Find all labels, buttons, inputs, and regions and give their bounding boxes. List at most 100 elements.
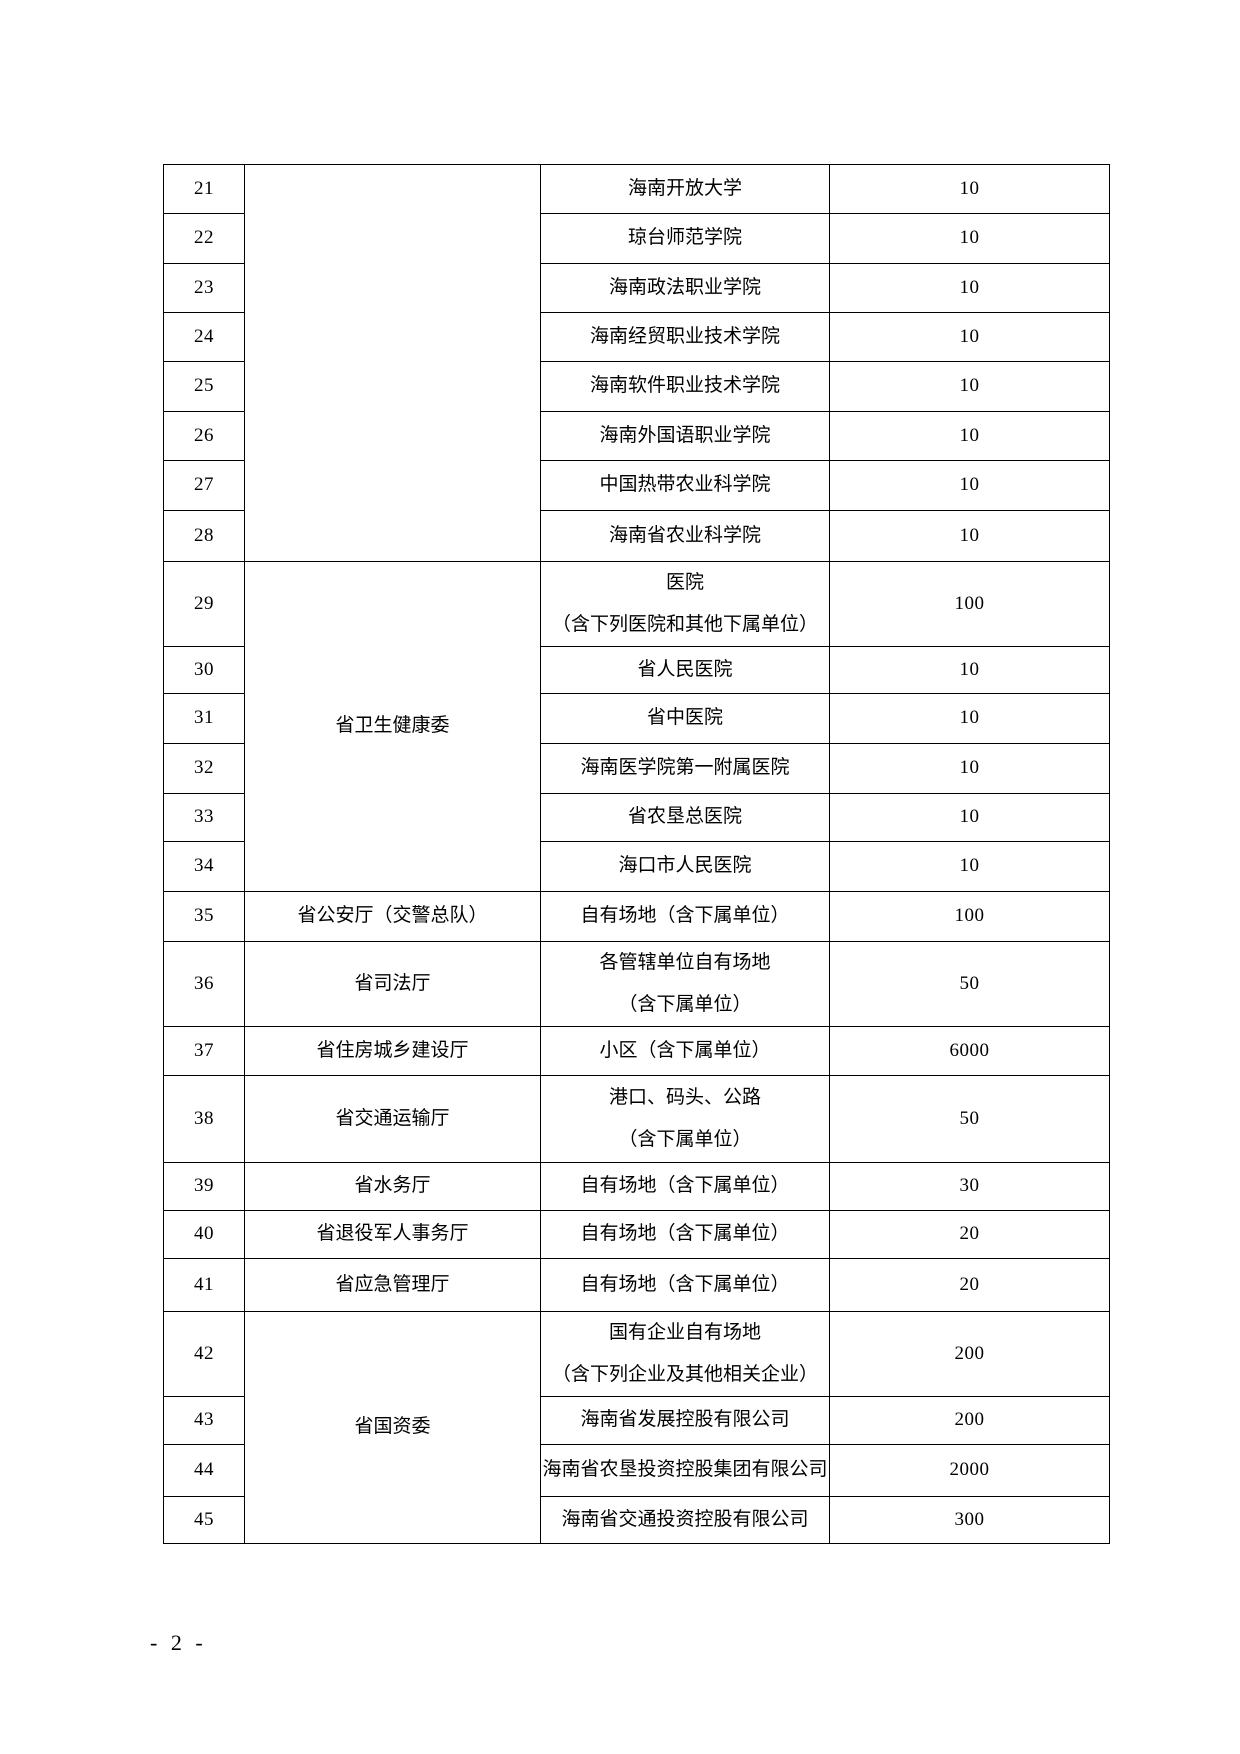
department-cell: 省水务厅 — [244, 1162, 541, 1211]
unit-cell: 省人民医院 — [540, 646, 830, 694]
unit-cell: 省中医院 — [540, 693, 830, 744]
value-cell: 20 — [829, 1210, 1110, 1259]
value-cell: 10 — [829, 646, 1110, 694]
unit-cell: 海南外国语职业学院 — [540, 411, 830, 461]
value-cell: 50 — [829, 941, 1110, 1027]
unit-line2: （含下属单位） — [618, 994, 752, 1015]
value-cell: 10 — [829, 693, 1110, 744]
unit-cell: 省农垦总医院 — [540, 793, 830, 842]
unit-cell: 自有场地（含下属单位） — [540, 1162, 830, 1211]
department-cell: 省交通运输厅 — [244, 1075, 541, 1163]
value-cell: 10 — [829, 841, 1110, 892]
row-number-cell: 43 — [163, 1396, 245, 1445]
row-number-cell: 41 — [163, 1258, 245, 1312]
row-number-cell: 29 — [163, 561, 245, 647]
department-cell: 省公安厅（交警总队） — [244, 891, 541, 942]
department-cell-health: 省卫生健康委 — [244, 561, 541, 892]
value-cell: 20 — [829, 1258, 1110, 1312]
row-number-cell: 30 — [163, 646, 245, 694]
department-cell: 省应急管理厅 — [244, 1258, 541, 1312]
unit-cell: 海南医学院第一附属医院 — [540, 743, 830, 794]
value-cell: 10 — [829, 460, 1110, 511]
row-number-cell: 26 — [163, 411, 245, 461]
unit-cell: 自有场地（含下属单位） — [540, 1258, 830, 1312]
row-number-cell: 39 — [163, 1162, 245, 1211]
row-number-cell: 22 — [163, 213, 245, 264]
table-row: 45 海南省交通投资控股有限公司 300 — [163, 1496, 1110, 1544]
row-number-cell: 34 — [163, 841, 245, 892]
unit-cell: 小区（含下属单位） — [540, 1026, 830, 1076]
table-row: 40 省退役军人事务厅 自有场地（含下属单位） 20 — [163, 1210, 1110, 1259]
value-cell: 10 — [829, 213, 1110, 264]
row-number-cell: 32 — [163, 743, 245, 794]
department-cell: 省司法厅 — [244, 941, 541, 1027]
value-cell: 200 — [829, 1311, 1110, 1397]
table-row: 31 省中医院 10 — [163, 693, 1110, 744]
table-row: 38 省交通运输厅 港口、码头、公路 （含下属单位） 50 — [163, 1075, 1110, 1163]
unit-cell: 海南省农垦投资控股集团有限公司 — [540, 1444, 830, 1497]
allocation-table: 21 海南开放大学 10 22 琼台师范学院 10 23 海南政法职业学院 10… — [163, 164, 1110, 1544]
page-number: - 2 - — [150, 1630, 207, 1655]
value-cell: 300 — [829, 1496, 1110, 1544]
row-number-cell: 42 — [163, 1311, 245, 1397]
table-row: 43 海南省发展控股有限公司 200 — [163, 1396, 1110, 1445]
value-cell: 200 — [829, 1396, 1110, 1445]
value-cell: 10 — [829, 263, 1110, 313]
row-number-cell: 31 — [163, 693, 245, 744]
unit-cell: 海南开放大学 — [540, 164, 830, 214]
unit-cell: 琼台师范学院 — [540, 213, 830, 264]
unit-cell: 各管辖单位自有场地 （含下属单位） — [540, 941, 830, 1027]
value-cell: 100 — [829, 891, 1110, 942]
value-cell: 50 — [829, 1075, 1110, 1163]
unit-cell: 海南省发展控股有限公司 — [540, 1396, 830, 1445]
department-cell-sasac: 省国资委 — [244, 1311, 541, 1544]
unit-cell: 自有场地（含下属单位） — [540, 1210, 830, 1259]
value-cell: 10 — [829, 743, 1110, 794]
unit-cell: 海南省交通投资控股有限公司 — [540, 1496, 830, 1544]
table-row: 23 海南政法职业学院 10 — [163, 263, 1110, 313]
row-number-cell: 23 — [163, 263, 245, 313]
unit-cell: 港口、码头、公路 （含下属单位） — [540, 1075, 830, 1163]
row-number-cell: 38 — [163, 1075, 245, 1163]
value-cell: 10 — [829, 411, 1110, 461]
unit-cell: 海南软件职业技术学院 — [540, 361, 830, 412]
table-row: 21 海南开放大学 10 — [163, 164, 1110, 562]
unit-line2: （含下列医院和其他下属单位） — [551, 614, 818, 635]
table-row: 36 省司法厅 各管辖单位自有场地 （含下属单位） 50 — [163, 941, 1110, 1027]
value-cell: 10 — [829, 793, 1110, 842]
unit-cell: 医院 （含下列医院和其他下属单位） — [540, 561, 830, 647]
unit-cell: 中国热带农业科学院 — [540, 460, 830, 511]
table-row: 25 海南软件职业技术学院 10 — [163, 361, 1110, 412]
unit-line1: 各管辖单位自有场地 — [599, 952, 771, 973]
department-cell: 省住房城乡建设厅 — [244, 1026, 541, 1076]
unit-cell: 海口市人民医院 — [540, 841, 830, 892]
unit-line1: 港口、码头、公路 — [608, 1087, 761, 1108]
table-row: 35 省公安厅（交警总队） 自有场地（含下属单位） 100 — [163, 891, 1110, 942]
value-cell: 10 — [829, 164, 1110, 214]
table-row: 30 省人民医院 10 — [163, 646, 1110, 694]
table-row: 41 省应急管理厅 自有场地（含下属单位） 20 — [163, 1258, 1110, 1312]
table-row: 22 琼台师范学院 10 — [163, 213, 1110, 264]
unit-cell: 国有企业自有场地 （含下列企业及其他相关企业） — [540, 1311, 830, 1397]
unit-cell: 海南省农业科学院 — [540, 510, 830, 562]
unit-cell: 海南政法职业学院 — [540, 263, 830, 313]
table-row: 26 海南外国语职业学院 10 — [163, 411, 1110, 461]
value-cell: 10 — [829, 361, 1110, 412]
row-number-cell: 21 — [163, 164, 245, 214]
table-row: 29 省卫生健康委 医院 （含下列医院和其他下属单位） 100 — [163, 561, 1110, 892]
unit-line2: （含下属单位） — [618, 1129, 752, 1150]
value-cell: 10 — [829, 312, 1110, 362]
row-number-cell: 28 — [163, 510, 245, 562]
table-row: 39 省水务厅 自有场地（含下属单位） 30 — [163, 1162, 1110, 1211]
row-number-cell: 25 — [163, 361, 245, 412]
unit-line1: 医院 — [665, 572, 704, 593]
table-row: 28 海南省农业科学院 10 — [163, 510, 1110, 562]
row-number-cell: 36 — [163, 941, 245, 1027]
department-cell: 省退役军人事务厅 — [244, 1210, 541, 1259]
table-row: 32 海南医学院第一附属医院 10 — [163, 743, 1110, 794]
value-cell: 6000 — [829, 1026, 1110, 1076]
unit-cell: 海南经贸职业技术学院 — [540, 312, 830, 362]
row-number-cell: 24 — [163, 312, 245, 362]
table-row: 27 中国热带农业科学院 10 — [163, 460, 1110, 511]
value-cell: 30 — [829, 1162, 1110, 1211]
